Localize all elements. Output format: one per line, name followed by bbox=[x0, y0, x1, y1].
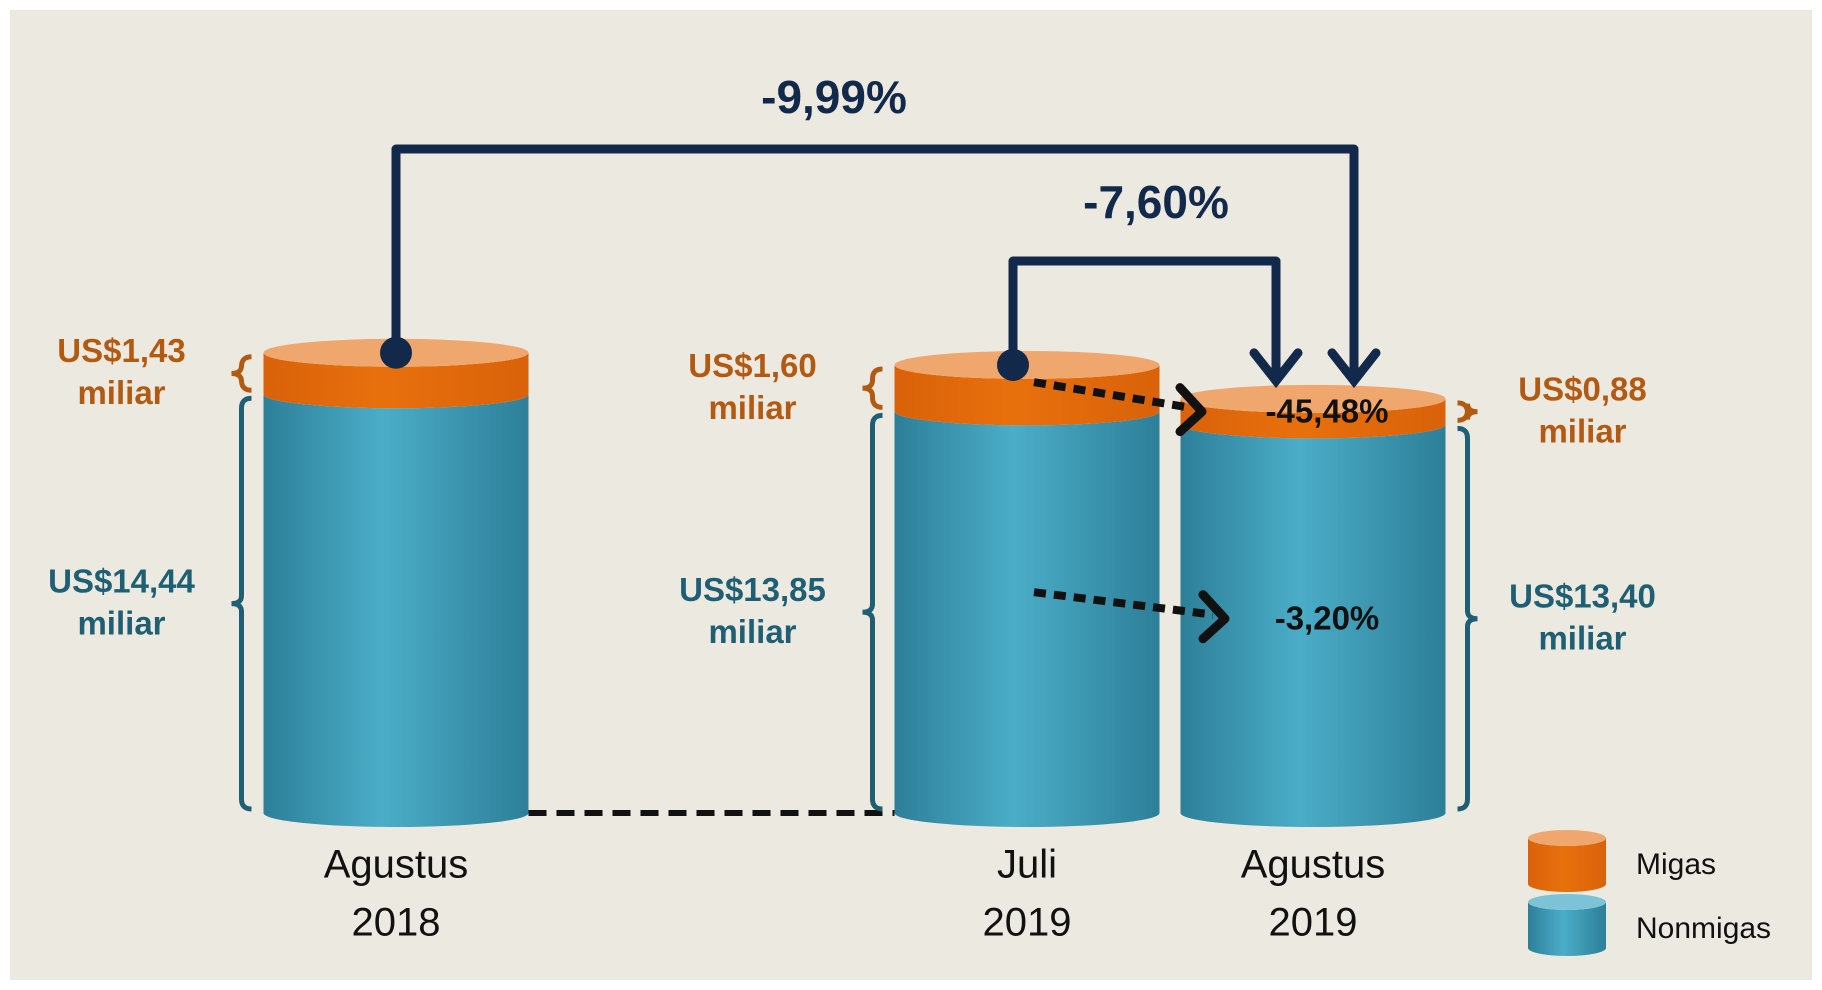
category-label: 2019 bbox=[983, 901, 1072, 945]
legend-swatch-top bbox=[1528, 894, 1606, 910]
change-label: -3,20% bbox=[1275, 599, 1380, 636]
legend-label: Nonmigas bbox=[1636, 912, 1771, 945]
bracket bbox=[862, 366, 883, 410]
value-unit: miliar bbox=[708, 613, 796, 650]
cylinder-segment bbox=[894, 411, 1160, 827]
category-label: 2018 bbox=[352, 901, 441, 945]
change-yoy: -9,99% bbox=[761, 71, 907, 123]
connector-dot bbox=[997, 348, 1029, 381]
bracket bbox=[231, 395, 252, 812]
bracket bbox=[231, 354, 252, 393]
connector-dot bbox=[380, 336, 412, 369]
category-label: 2019 bbox=[1269, 901, 1358, 945]
value-unit: miliar bbox=[1538, 619, 1626, 656]
value-unit: miliar bbox=[708, 389, 796, 426]
category-label: Agustus bbox=[324, 843, 469, 887]
bracket bbox=[862, 412, 883, 812]
cylinder-segment bbox=[894, 364, 1160, 426]
bracket bbox=[1457, 425, 1478, 812]
cylinder-segment bbox=[263, 352, 529, 409]
category-label: Juli bbox=[997, 843, 1057, 887]
cylinder-top bbox=[1180, 384, 1446, 413]
change-label: -45,48% bbox=[1266, 392, 1389, 429]
value-unit: miliar bbox=[77, 604, 165, 641]
cylinder-segment bbox=[1180, 424, 1446, 827]
connector bbox=[391, 144, 1359, 381]
change-mom: -7,60% bbox=[1083, 176, 1229, 228]
value-label: US$13,85 bbox=[679, 571, 826, 608]
legend-label: Migas bbox=[1636, 848, 1716, 881]
arrowhead bbox=[1327, 348, 1381, 389]
value-label: US$14,44 bbox=[48, 562, 195, 599]
value-unit: miliar bbox=[77, 374, 165, 411]
cylinder-segment bbox=[263, 394, 529, 827]
bracket bbox=[1457, 400, 1478, 423]
legend-swatch bbox=[1528, 902, 1606, 956]
legend-swatch-top bbox=[1528, 830, 1606, 846]
change-arrow bbox=[1033, 588, 1214, 619]
change-arrowhead bbox=[1198, 590, 1230, 644]
connector bbox=[1008, 256, 1281, 381]
value-unit: miliar bbox=[1538, 412, 1626, 449]
value-label: US$1,60 bbox=[688, 347, 816, 384]
change-arrow bbox=[1033, 378, 1191, 412]
value-label: US$0,88 bbox=[1518, 370, 1646, 407]
change-arrowhead bbox=[1175, 383, 1207, 437]
arrowhead bbox=[1249, 348, 1303, 389]
cylinder-segment bbox=[1180, 398, 1446, 439]
category-label: Agustus bbox=[1241, 843, 1386, 887]
legend-swatch bbox=[1528, 838, 1606, 892]
value-label: US$13,40 bbox=[1509, 577, 1656, 614]
value-label: US$1,43 bbox=[57, 332, 185, 369]
